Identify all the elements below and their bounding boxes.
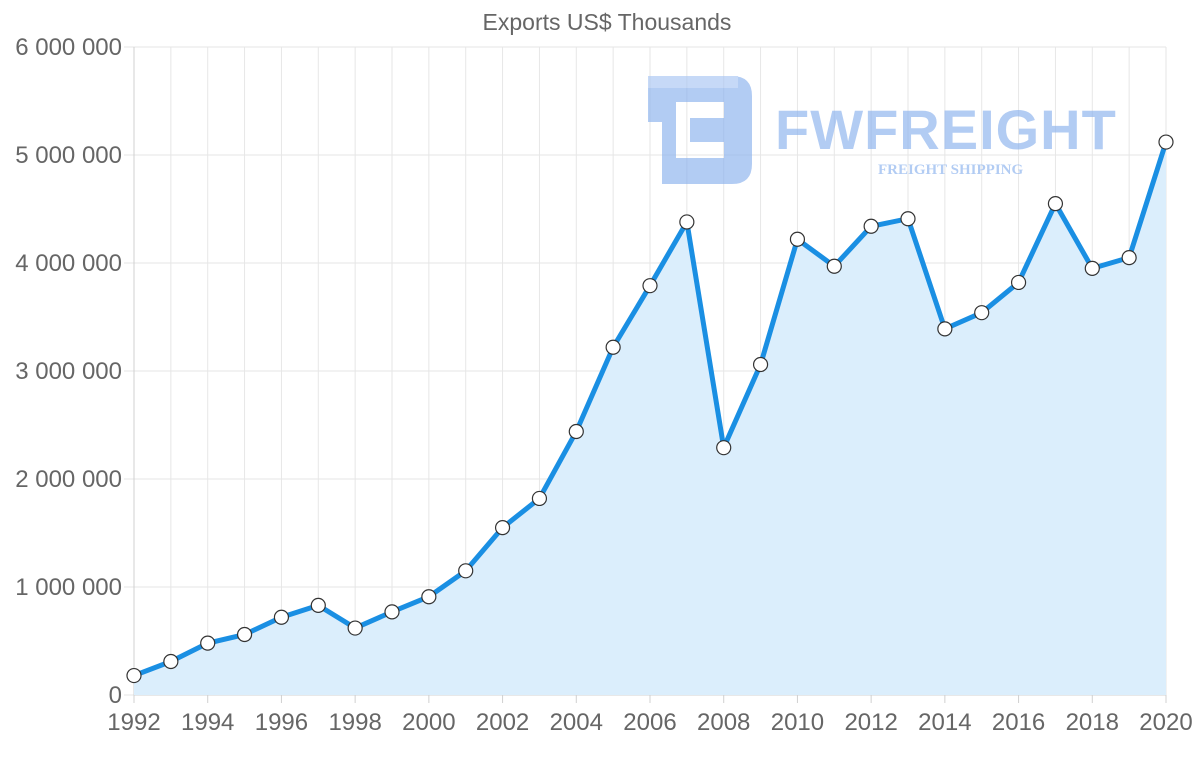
y-tick-label: 4 000 000 xyxy=(15,250,122,277)
y-tick-label: 2 000 000 xyxy=(15,466,122,493)
x-tick-label: 2002 xyxy=(476,709,529,736)
data-point[interactable] xyxy=(1047,196,1064,212)
data-point[interactable] xyxy=(1158,134,1174,150)
data-point[interactable] xyxy=(716,440,732,456)
data-point[interactable] xyxy=(384,604,400,620)
data-point[interactable] xyxy=(826,258,842,274)
y-tick-label: 1 000 000 xyxy=(15,574,122,601)
data-point[interactable] xyxy=(605,339,621,355)
fw-logo-icon xyxy=(648,76,752,184)
data-point[interactable] xyxy=(789,231,806,247)
data-point[interactable] xyxy=(494,519,511,536)
data-point[interactable] xyxy=(937,321,953,337)
data-point[interactable] xyxy=(458,563,474,579)
data-point[interactable] xyxy=(679,214,695,230)
x-tick-label: 2004 xyxy=(550,709,603,736)
data-point[interactable] xyxy=(531,490,548,507)
data-point[interactable] xyxy=(273,609,290,625)
series-markers xyxy=(126,134,1174,684)
axes: 0 1 000 000 2 000 000 3 000 000 4 000 000 5 0… xyxy=(15,34,1192,736)
data-point[interactable] xyxy=(863,218,879,234)
x-tick-label: 2010 xyxy=(771,709,824,736)
data-point[interactable] xyxy=(347,620,363,636)
watermark-logo: FWFREIGHT FREIGHT SHIPPING xyxy=(648,76,1117,184)
x-tick-label: 2008 xyxy=(697,709,750,736)
watermark-tagline: FREIGHT SHIPPING xyxy=(878,162,1023,178)
x-tick-label: 1996 xyxy=(255,709,308,736)
data-point[interactable] xyxy=(1121,250,1137,266)
data-point[interactable] xyxy=(126,667,142,684)
y-tick-label: 0 xyxy=(109,682,122,709)
data-point[interactable] xyxy=(642,278,658,294)
data-point[interactable] xyxy=(421,589,437,605)
data-point[interactable] xyxy=(900,211,916,227)
x-tick-label: 1998 xyxy=(328,709,381,736)
x-tick-label: 1994 xyxy=(181,709,234,736)
y-tick-label: 5 000 000 xyxy=(15,142,122,169)
data-point[interactable] xyxy=(1084,260,1100,276)
x-tick-label: 2012 xyxy=(844,709,897,736)
data-point[interactable] xyxy=(752,356,769,373)
x-tick-label: 2006 xyxy=(623,709,676,736)
data-point[interactable] xyxy=(163,653,179,670)
data-point[interactable] xyxy=(1010,274,1027,291)
x-tick-label: 2016 xyxy=(992,709,1045,736)
data-point[interactable] xyxy=(974,305,990,321)
x-tick-label: 2020 xyxy=(1139,709,1192,736)
data-point[interactable] xyxy=(200,635,216,651)
x-tick-label: 1992 xyxy=(107,709,160,736)
data-point[interactable] xyxy=(236,626,253,643)
data-point[interactable] xyxy=(310,597,326,613)
x-tick-label: 2000 xyxy=(402,709,455,736)
data-point[interactable] xyxy=(568,423,584,440)
chart-title: Exports US$ Thousands xyxy=(483,9,732,35)
x-tick-label: 2014 xyxy=(918,709,971,736)
series-area-fill xyxy=(134,142,1166,696)
watermark-name: FWFREIGHT xyxy=(775,98,1117,161)
y-tick-label: 3 000 000 xyxy=(15,358,122,385)
y-tick-label: 6 000 000 xyxy=(15,34,122,61)
x-tick-label: 2018 xyxy=(1066,709,1119,736)
